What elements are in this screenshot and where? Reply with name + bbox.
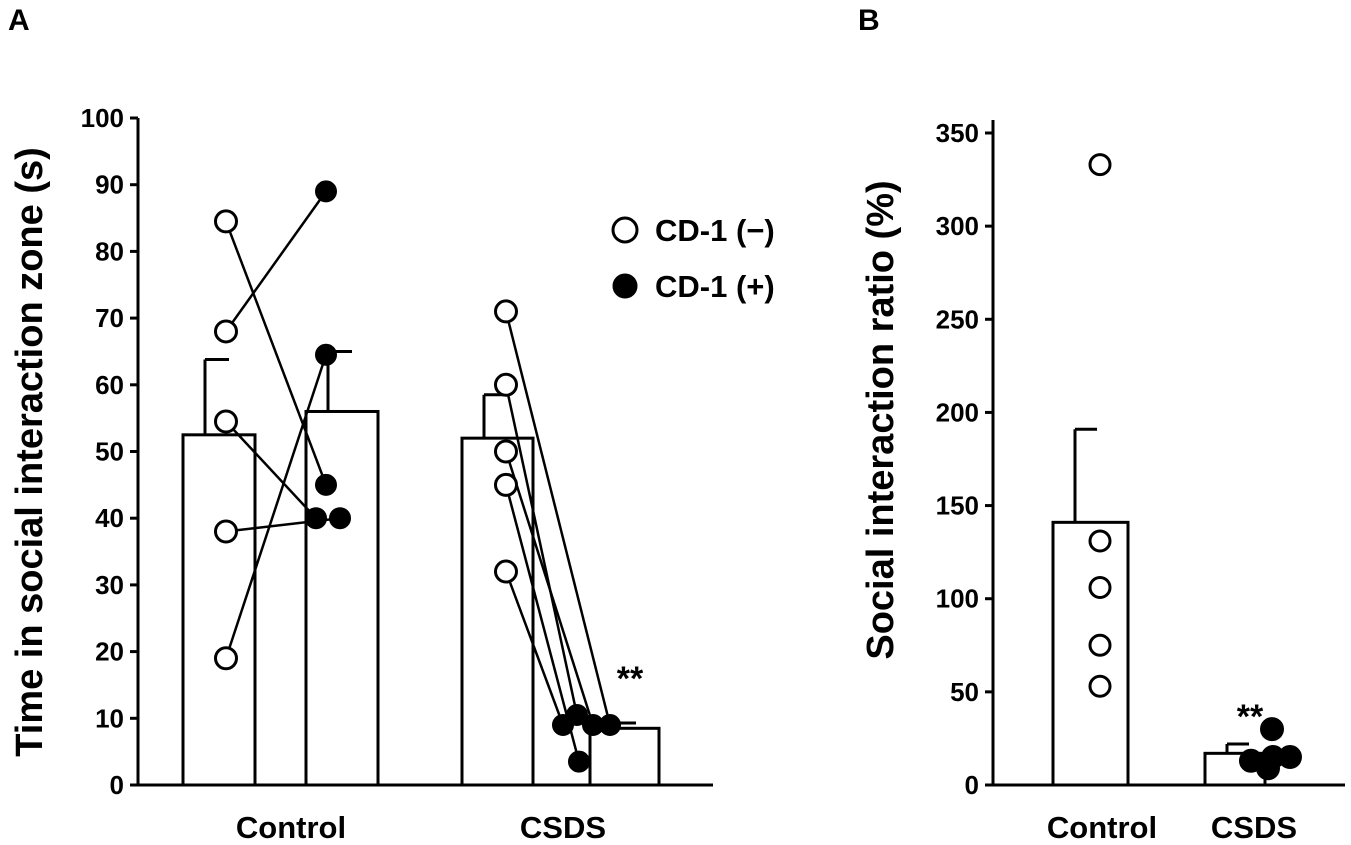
panel-a-bar: [588, 726, 661, 787]
panel-b-y-tick-label: 50: [950, 677, 979, 707]
panel-b-bar: [1051, 520, 1130, 787]
panel-b-y-tick-label: 300: [936, 211, 979, 241]
panel-b-category-control: Control: [1047, 810, 1157, 845]
panel-a-pair-line: [224, 354, 328, 659]
panel-a-category-csds: CSDS: [520, 810, 606, 845]
panel-b-significance-marker: **: [1237, 698, 1264, 736]
panel-b-y-ticks: 0 50 100 150 200 250 300 350: [936, 118, 993, 800]
panel-b-error-bar: [1073, 427, 1097, 523]
legend-open-marker: [611, 216, 639, 244]
panel-b-point-control: [1088, 674, 1112, 698]
panel-b-y-tick-label: 350: [936, 118, 979, 148]
panel-a-pair-line: [504, 451, 595, 726]
panel-b-data-points: [1088, 153, 1302, 781]
panel-b-y-tick-label: 200: [936, 397, 979, 427]
panel-b-bars: [1051, 520, 1267, 787]
panel-a-bar: [181, 433, 257, 787]
panel-a-error-bar: [203, 357, 229, 435]
panel-a-data-points: [214, 180, 621, 773]
panel-a-paired-lines: [224, 190, 612, 762]
panel-b-point-control: [1088, 633, 1112, 657]
panel-b-y-axis-label: Social interaction ratio (%): [860, 180, 902, 659]
panel-a-category-control: Control: [236, 810, 346, 845]
panel-b-point-control: [1088, 529, 1112, 553]
panel-a-point-cd1-plus: [305, 507, 327, 530]
panel-a-pair-line: [504, 311, 612, 726]
panel-a-point-cd1-plus: [315, 180, 337, 203]
panel-a-point-cd1-minus: [494, 439, 518, 464]
panel-a-label: A: [8, 4, 30, 37]
panel-a-y-tick-label: 80: [95, 236, 124, 266]
panel-b-axes: [991, 120, 1345, 787]
panel-a-significance-marker: **: [617, 660, 644, 698]
panel-b-category-csds: CSDS: [1211, 810, 1297, 845]
panel-b-label: B: [858, 4, 880, 37]
panel-a-legend: CD-1 (−) CD-1 (+): [611, 213, 775, 304]
panel-a-point-cd1-minus: [214, 209, 238, 234]
panel-a-point-cd1-minus: [214, 519, 238, 544]
panel-a-point-cd1-minus: [494, 559, 518, 584]
panel-b-point-csds: [1260, 717, 1284, 742]
panel-b-y-tick-label: 0: [965, 770, 979, 800]
panel-a-y-tick-label: 60: [95, 370, 124, 400]
legend-filled-marker: [612, 273, 638, 299]
legend-label-cd1-plus: CD-1 (+): [655, 269, 775, 304]
panel-b: B Social interaction ratio (%) 0 50 100 150…: [858, 4, 1345, 845]
panel-a-axes: [136, 118, 713, 787]
panel-a-point-cd1-minus: [214, 646, 238, 671]
panel-a-pair-line: [224, 220, 328, 486]
panel-a-point-cd1-minus: [494, 299, 518, 324]
panel-b-point-csds: [1278, 745, 1302, 770]
panel-b-y-tick-label: 150: [936, 491, 979, 521]
panel-a-y-tick-label: 10: [95, 703, 124, 733]
panel-a-point-cd1-minus: [214, 409, 238, 434]
panel-a-error-bar: [482, 393, 508, 439]
panel-b-point-csds: [1256, 756, 1280, 781]
panel-a-error-bars: [203, 349, 636, 729]
panel-b-point-control: [1088, 153, 1112, 177]
legend-label-cd1-minus: CD-1 (−): [655, 213, 775, 248]
panel-b-point-control: [1088, 576, 1112, 600]
panel-a: A Time in social interaction zone (s) 0 1…: [8, 4, 775, 845]
panel-a-y-tick-label: 20: [95, 637, 124, 667]
panel-a-point-cd1-plus: [568, 750, 590, 773]
panel-a-y-axis-label: Time in social interaction zone (s): [9, 147, 51, 757]
panel-a-point-cd1-plus: [315, 473, 337, 496]
panel-b-error-bars: [1073, 427, 1249, 754]
panel-a-y-tick-label: 40: [95, 503, 124, 533]
panel-a-pair-line: [225, 420, 317, 520]
panel-a-pair-line: [504, 571, 565, 726]
panel-a-pair-line: [224, 190, 328, 333]
panel-a-point-cd1-minus: [214, 319, 238, 344]
panel-a-point-cd1-plus: [329, 507, 351, 530]
panel-a-y-tick-label: 30: [95, 570, 124, 600]
panel-a-y-tick-label: 70: [95, 303, 124, 333]
panel-a-point-cd1-minus: [494, 372, 518, 397]
panel-b-y-tick-label: 100: [936, 584, 979, 614]
panel-a-bar: [304, 409, 380, 787]
panel-b-error-bar: [1225, 742, 1249, 754]
panel-a-point-cd1-plus: [552, 713, 574, 736]
panel-a-point-cd1-plus: [582, 713, 604, 736]
panel-a-point-cd1-plus: [315, 343, 337, 366]
panel-b-y-tick-label: 250: [936, 304, 979, 334]
panel-a-y-tick-label: 90: [95, 170, 124, 200]
panel-a-y-tick-label: 0: [110, 770, 124, 800]
panel-a-y-tick-label: 50: [95, 437, 124, 467]
panel-a-pair-line: [504, 384, 579, 716]
panel-a-y-ticks: 0 10 20 30 40 50 60 70 80 90 100: [81, 103, 138, 800]
panel-a-y-tick-label: 100: [81, 103, 124, 133]
panel-a-point-cd1-minus: [494, 472, 518, 497]
